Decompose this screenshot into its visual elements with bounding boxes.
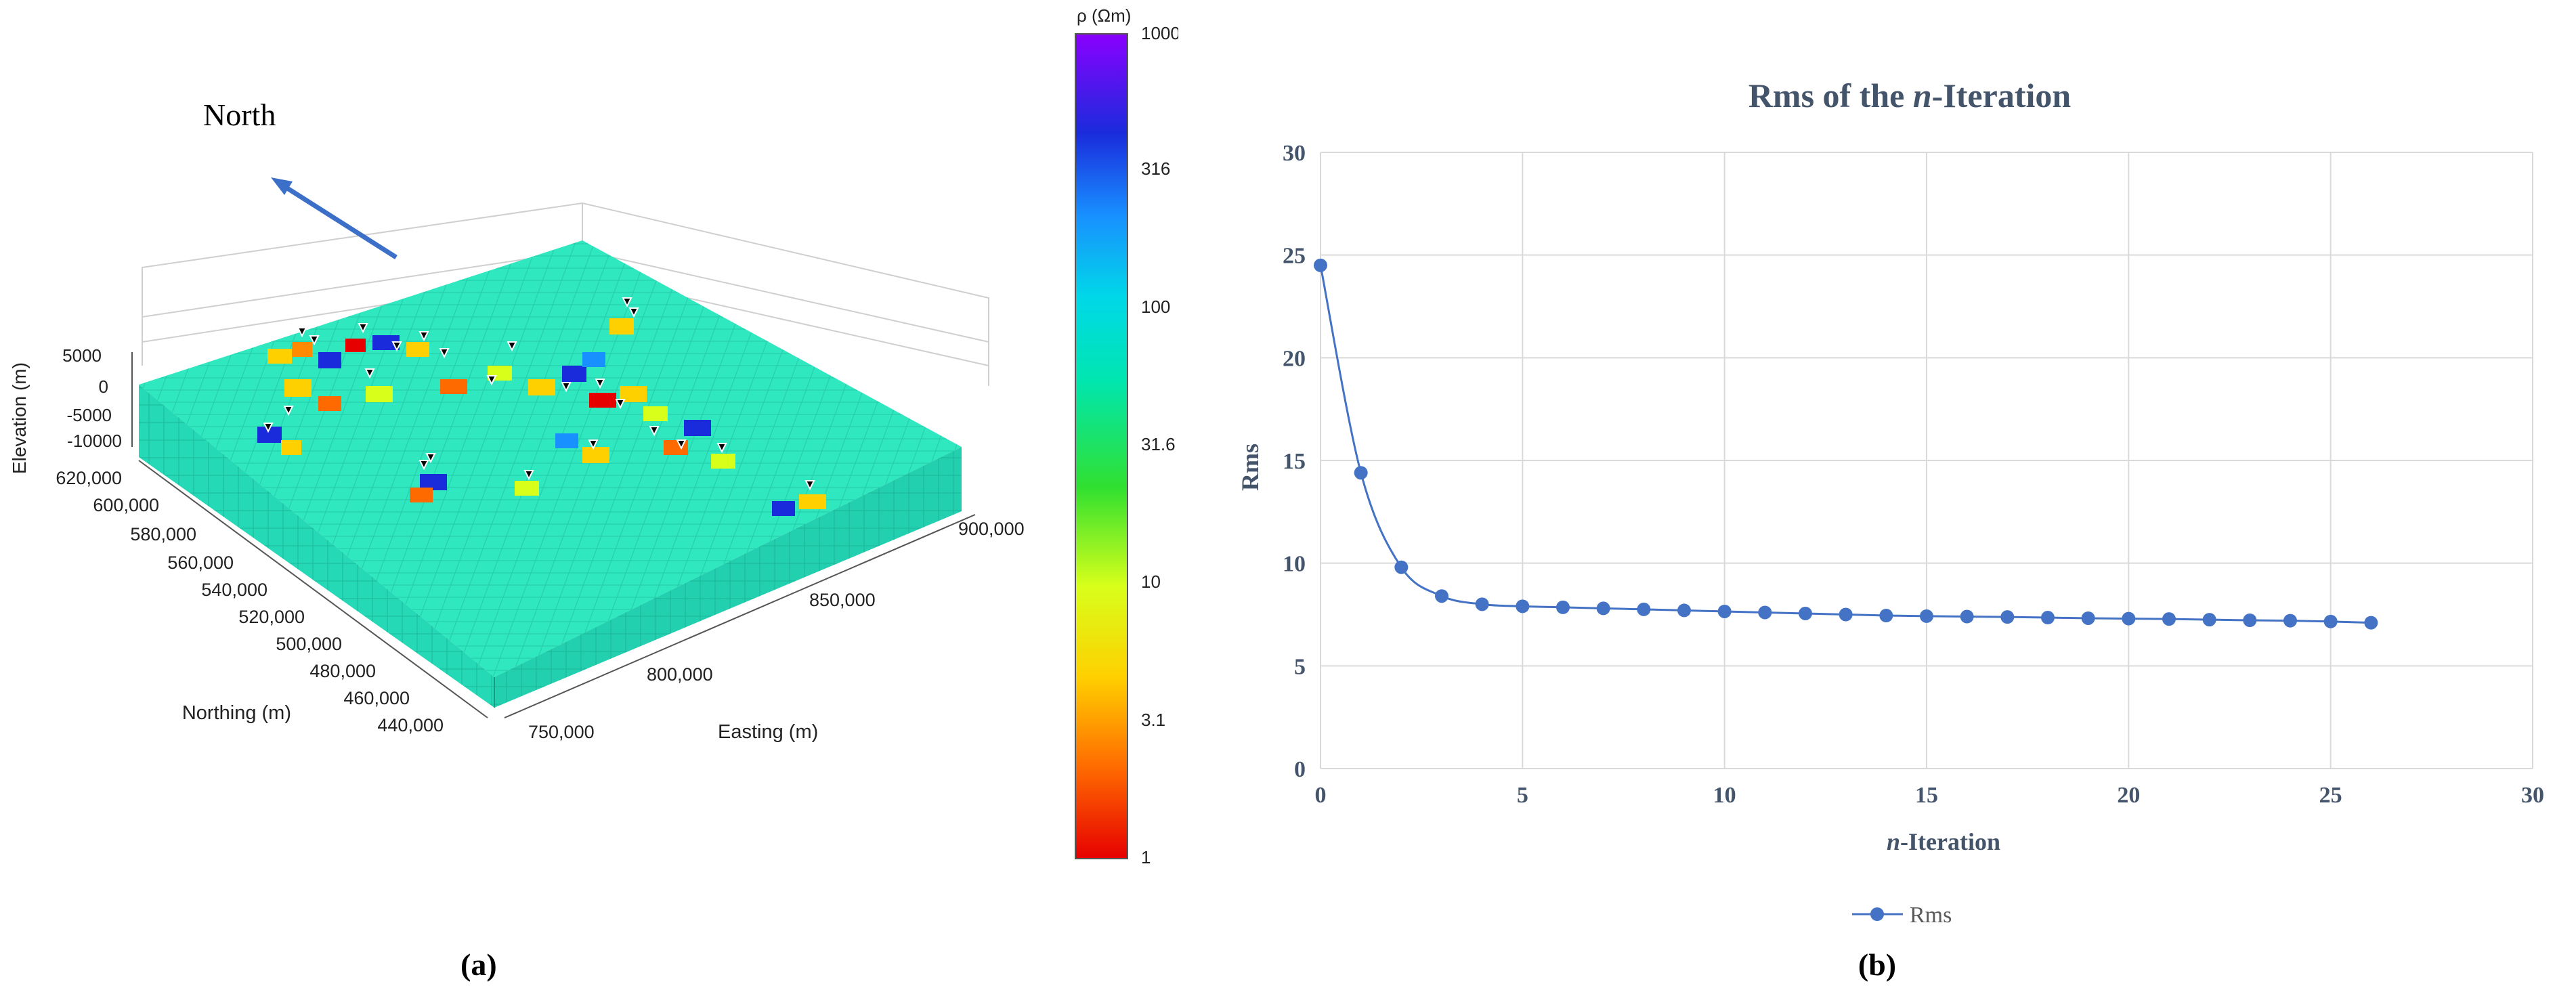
y-tick-label: 30 [1283, 141, 1306, 166]
z-tick: 0 [99, 376, 108, 397]
rms-data-point [1354, 466, 1368, 480]
rms-data-point [2000, 610, 2015, 624]
rms-data-point [2283, 614, 2297, 628]
x-tick-label: 25 [2319, 783, 2342, 808]
station-markers [263, 297, 815, 491]
y-tick: 440,000 [377, 715, 444, 735]
y-tick: 620,000 [56, 468, 122, 488]
panel-a-3d-model: North [9, 5, 1178, 982]
northing-axis: 620,000 600,000 580,000 560,000 540,000 … [56, 460, 488, 735]
z-tick: -10000 [67, 431, 122, 451]
rms-data-point [1556, 600, 1570, 614]
y-tick: 500,000 [276, 634, 342, 654]
rms-data-point [1596, 601, 1610, 616]
rms-data-point [1799, 606, 1812, 620]
y-axis-label: Rms [1237, 444, 1264, 491]
rms-data-point [1475, 597, 1489, 611]
y-tick: 560,000 [167, 553, 234, 573]
rms-data-point [1314, 258, 1327, 272]
x-tick: 900,000 [958, 519, 1025, 539]
colorbar-tick: 31.6 [1141, 434, 1176, 454]
north-arrow [271, 177, 398, 259]
colorbar-tick: 3.1 [1141, 710, 1165, 730]
elevation-axis: 5000 0 -5000 -10000 Elevation (m) [9, 345, 133, 474]
rms-data-point [1758, 605, 1772, 620]
rms-data-point [1879, 609, 1893, 623]
rms-data-point [1516, 599, 1530, 614]
y-axis-ticks: 0 5 10 15 20 25 30 [1283, 141, 1306, 782]
chart-title: Rms of the n-Iteration [1748, 77, 2071, 114]
y-tick: 600,000 [93, 495, 159, 515]
caption-b: (b) [1858, 947, 1896, 982]
z-axis-label: Elevation (m) [9, 362, 30, 474]
colorbar-tick: 316 [1141, 158, 1170, 179]
y-tick-label: 15 [1283, 449, 1306, 474]
x-tick-label: 10 [1713, 783, 1736, 808]
rms-data-point [2041, 611, 2055, 625]
x-tick: 850,000 [809, 590, 876, 610]
y-tick: 540,000 [201, 580, 267, 600]
colorbar-tick: 10 [1141, 572, 1161, 592]
rms-data-point [1920, 609, 1933, 623]
rms-data-point [1637, 602, 1651, 616]
rms-data-point [2323, 614, 2338, 628]
x-tick-label: 30 [2521, 783, 2544, 808]
y-tick-label: 20 [1283, 346, 1306, 371]
legend-marker [1870, 907, 1884, 921]
y-tick-label: 0 [1294, 757, 1306, 782]
rms-series-line [1319, 265, 2371, 624]
y-tick: 580,000 [130, 524, 196, 544]
legend: Rms [1852, 903, 1952, 928]
caption-a: (a) [460, 947, 497, 982]
rms-series-points [1314, 258, 2378, 630]
rms-data-point [2364, 616, 2378, 630]
x-axis-label: n-Iteration [1887, 828, 2000, 855]
y-tick-label: 10 [1283, 552, 1306, 577]
north-label: North [203, 98, 276, 132]
colorbar-title: ρ (Ωm) [1077, 5, 1131, 26]
rms-data-point [2081, 611, 2095, 625]
x-tick: 750,000 [528, 722, 595, 742]
rms-data-point [2243, 613, 2257, 627]
colorbar-tick: 1000 [1141, 23, 1178, 43]
easting-axis: 750,000 800,000 850,000 900,000 Easting … [504, 514, 1025, 743]
rms-data-point [1394, 560, 1409, 574]
y-tick-label: 25 [1283, 244, 1306, 269]
panel-b-rms-chart: Rms of the n-Iteration 0 5 10 15 20 25 30 0 5 10… [1237, 77, 2545, 982]
x-tick: 800,000 [647, 664, 713, 685]
colorbar: ρ (Ωm) 1000 316 100 31.6 10 3.1 1 [1075, 5, 1178, 867]
z-tick: 5000 [62, 345, 102, 366]
colorbar-gradient [1075, 33, 1128, 859]
y-axis-label: Northing (m) [182, 702, 291, 724]
legend-label: Rms [1910, 903, 1952, 928]
rms-data-point [1717, 604, 1732, 618]
y-tick: 480,000 [309, 661, 376, 681]
rms-data-point [2162, 612, 2176, 626]
grid-lines [1320, 152, 2533, 769]
rms-data-point [2202, 613, 2216, 627]
z-tick: -5000 [67, 405, 112, 425]
x-tick-label: 5 [1517, 783, 1528, 808]
x-axis-label: Easting (m) [718, 721, 818, 743]
rms-data-point [1435, 589, 1448, 603]
rms-data-point [2122, 611, 2136, 626]
rms-data-point [1960, 609, 1974, 624]
x-tick-label: 15 [1915, 783, 1938, 808]
x-tick-label: 20 [2117, 783, 2140, 808]
y-tick: 520,000 [238, 607, 305, 627]
y-tick: 460,000 [343, 688, 410, 708]
rms-data-point [1677, 603, 1691, 618]
x-axis-ticks: 0 5 10 15 20 25 30 [1315, 783, 2545, 808]
x-tick-label: 0 [1315, 783, 1327, 808]
colorbar-tick: 100 [1141, 297, 1170, 317]
rms-data-point [1839, 607, 1853, 622]
colorbar-tick: 1 [1141, 847, 1151, 867]
y-tick-label: 5 [1294, 654, 1306, 679]
